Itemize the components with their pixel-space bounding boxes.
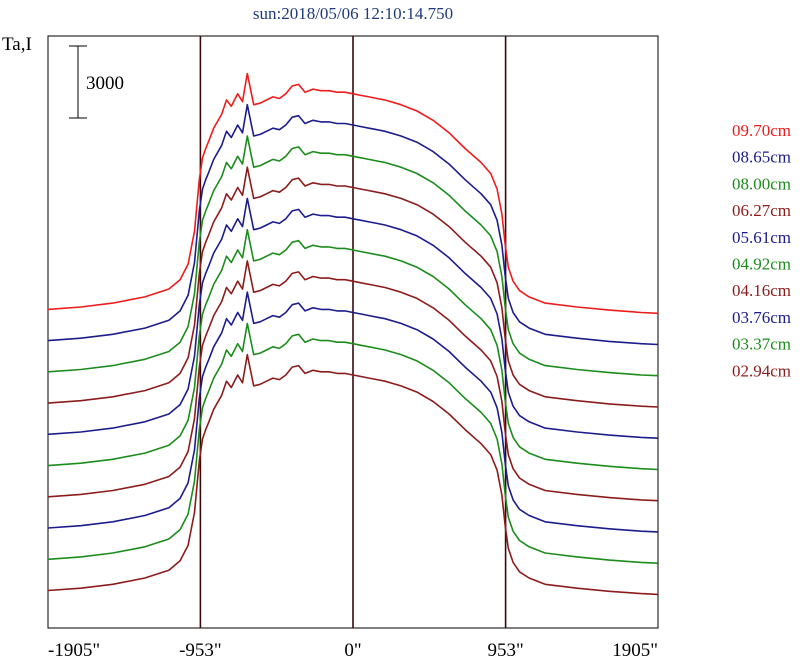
series-line-3 [47, 166, 659, 408]
legend-item-2: 08.00cm [732, 174, 791, 193]
scale-bar [69, 45, 87, 119]
legend-item-7: 03.76cm [732, 308, 791, 327]
legend: 09.70cm 08.65cm 08.00cm 06.27cm 05.61cm 04.92… [732, 121, 791, 380]
legend-item-4: 05.61cm [732, 228, 791, 247]
legend-item-6: 04.16cm [732, 281, 791, 300]
series-line-6 [47, 260, 659, 502]
legend-item-5: 04.92cm [732, 255, 791, 274]
x-tick-label-2: 0" [344, 640, 361, 661]
x-tick-label-0: -1905" [48, 640, 100, 661]
legend-item-3: 06.27cm [732, 201, 791, 220]
series-line-5 [47, 228, 659, 471]
x-tick-labels: -1905" -953" 0" 953" 1905" [48, 640, 658, 661]
series-line-1 [47, 103, 659, 346]
series-line-7 [47, 291, 659, 533]
series-curves [47, 72, 659, 596]
scale-bar-label: 3000 [86, 73, 124, 94]
legend-item-9: 02.94cm [732, 361, 791, 380]
series-line-8 [47, 322, 659, 564]
series-line-4 [47, 197, 659, 439]
legend-item-0: 09.70cm [732, 121, 791, 140]
x-tick-label-3: 953" [487, 640, 523, 661]
x-tick-label-4: 1905" [612, 640, 658, 661]
y-axis-label: Ta,I [2, 34, 32, 55]
x-tick-label-1: -953" [179, 640, 222, 661]
series-line-2 [47, 135, 659, 377]
series-line-0 [47, 72, 659, 315]
chart-title: sun:2018/05/06 12:10:14.750 [253, 4, 453, 23]
series-line-9 [47, 353, 659, 596]
legend-item-8: 03.37cm [732, 335, 791, 354]
legend-item-1: 08.65cm [732, 148, 791, 167]
